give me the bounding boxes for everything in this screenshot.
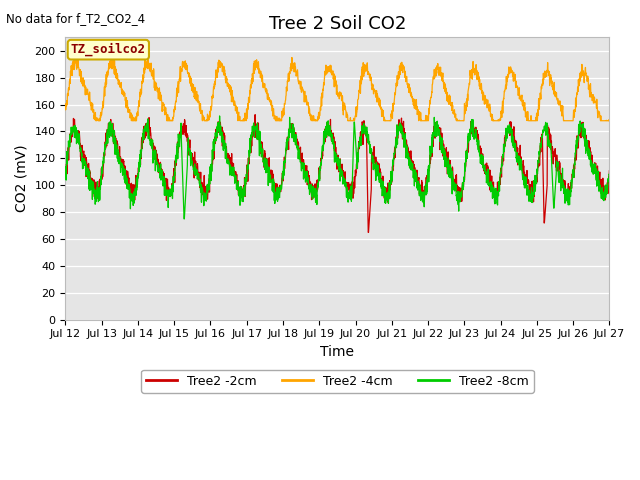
X-axis label: Time: Time (321, 345, 355, 359)
Text: No data for f_T2_CO2_4: No data for f_T2_CO2_4 (6, 12, 145, 25)
Title: Tree 2 Soil CO2: Tree 2 Soil CO2 (269, 15, 406, 33)
Legend: Tree2 -2cm, Tree2 -4cm, Tree2 -8cm: Tree2 -2cm, Tree2 -4cm, Tree2 -8cm (141, 370, 534, 393)
Y-axis label: CO2 (mV): CO2 (mV) (15, 145, 29, 212)
Text: TZ_soilco2: TZ_soilco2 (71, 43, 146, 56)
